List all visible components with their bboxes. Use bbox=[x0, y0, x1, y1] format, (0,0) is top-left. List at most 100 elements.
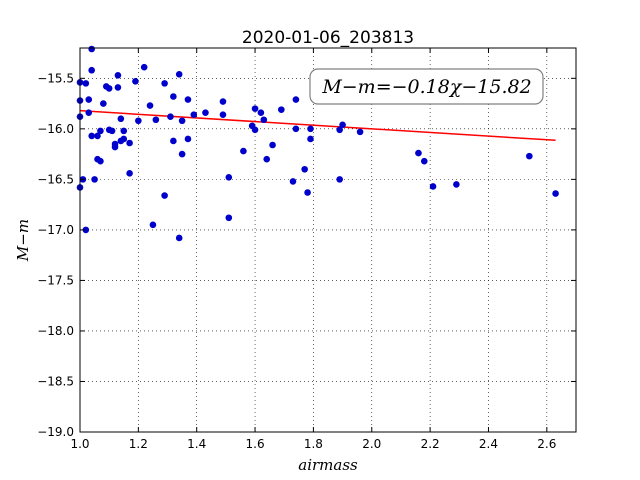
fit-line-group bbox=[79, 109, 556, 142]
y-tick-label: −18.0 bbox=[37, 324, 74, 338]
data-point bbox=[152, 116, 160, 124]
chart-title: 2020-01-06_203813 bbox=[242, 28, 414, 48]
data-point bbox=[178, 117, 186, 125]
fit-line bbox=[79, 109, 556, 142]
x-tick-label: 2.4 bbox=[479, 437, 498, 451]
y-tick-labels: −15.5 −16.0 −16.5 −17.0 −17.5 −18.0 −18.5 −19.0 bbox=[37, 71, 74, 439]
data-point bbox=[82, 226, 90, 234]
annotation-box bbox=[309, 68, 544, 105]
data-point bbox=[170, 137, 177, 145]
y-tick-label: −17.5 bbox=[37, 273, 74, 287]
data-point bbox=[202, 109, 209, 116]
data-point bbox=[111, 143, 119, 151]
x-tick-label: 1.0 bbox=[70, 437, 89, 451]
x-tick-labels: 1.0 1.2 1.4 1.6 1.8 2.0 2.2 2.4 2.6 bbox=[70, 437, 556, 451]
x-tick-label: 2.0 bbox=[362, 437, 381, 451]
data-point bbox=[240, 147, 247, 155]
data-point bbox=[301, 165, 308, 173]
y-axis-label: M−m bbox=[14, 219, 32, 262]
data-point bbox=[292, 96, 300, 103]
data-point bbox=[170, 93, 177, 100]
data-point bbox=[105, 85, 113, 92]
x-tick-label: 1.4 bbox=[187, 437, 206, 451]
data-point bbox=[552, 190, 559, 197]
annotation-text: M−m=−0.18χ−15.82 bbox=[321, 76, 531, 98]
data-point bbox=[88, 45, 95, 53]
data-point bbox=[85, 109, 93, 116]
x-axis-label: airmass bbox=[298, 456, 358, 474]
data-point bbox=[420, 157, 428, 165]
data-point bbox=[336, 126, 343, 134]
data-point bbox=[219, 98, 227, 105]
data-point bbox=[167, 113, 174, 121]
data-point bbox=[88, 66, 95, 74]
y-tick-label: −18.5 bbox=[37, 374, 74, 388]
data-point bbox=[356, 128, 364, 136]
x-tick-label: 1.2 bbox=[129, 437, 148, 451]
data-point bbox=[225, 174, 233, 181]
data-point bbox=[82, 80, 90, 87]
data-point bbox=[135, 117, 142, 125]
fit-annotation: M−m=−0.18χ−15.82 bbox=[309, 68, 544, 105]
data-point bbox=[114, 71, 122, 79]
data-point bbox=[269, 141, 276, 149]
data-point bbox=[429, 183, 437, 190]
data-point bbox=[175, 70, 183, 78]
data-point bbox=[97, 157, 104, 165]
x-tick-label: 1.6 bbox=[246, 437, 265, 451]
data-point bbox=[175, 234, 183, 242]
data-point bbox=[120, 135, 128, 143]
data-point bbox=[117, 115, 125, 123]
data-point bbox=[114, 84, 122, 91]
data-point bbox=[161, 192, 168, 199]
data-point bbox=[304, 189, 311, 196]
data-point bbox=[307, 135, 314, 143]
data-point bbox=[526, 152, 533, 160]
data-point bbox=[415, 149, 422, 157]
data-point bbox=[140, 63, 148, 71]
y-tick-label: −16.5 bbox=[37, 172, 74, 186]
data-point bbox=[190, 111, 198, 118]
y-tick-label: −15.5 bbox=[37, 71, 74, 85]
data-point bbox=[289, 178, 297, 185]
data-point bbox=[88, 132, 95, 140]
grid-lines bbox=[80, 48, 576, 432]
y-tick-label: −17.0 bbox=[37, 223, 74, 237]
data-point bbox=[263, 155, 271, 163]
data-point bbox=[178, 150, 186, 158]
y-tick-label: −16.0 bbox=[37, 122, 74, 136]
data-point bbox=[132, 78, 139, 85]
plot-frame bbox=[79, 47, 577, 433]
data-point bbox=[251, 126, 259, 134]
data-point bbox=[120, 127, 128, 135]
data-point bbox=[278, 106, 285, 113]
x-tick-label: 2.6 bbox=[537, 437, 556, 451]
data-point bbox=[292, 125, 300, 133]
data-point bbox=[219, 111, 227, 118]
data-point bbox=[251, 105, 259, 112]
data-point bbox=[91, 176, 98, 183]
data-point bbox=[149, 221, 157, 229]
data-point bbox=[184, 96, 192, 103]
data-point bbox=[307, 125, 314, 133]
data-point bbox=[184, 135, 192, 143]
x-tick-label: 2.2 bbox=[421, 437, 440, 451]
data-point bbox=[126, 139, 133, 147]
data-point bbox=[85, 96, 93, 103]
data-point bbox=[94, 132, 101, 140]
data-point bbox=[225, 214, 233, 222]
data-point bbox=[257, 109, 265, 116]
data-point bbox=[161, 80, 168, 87]
data-point bbox=[336, 176, 343, 183]
data-point bbox=[146, 102, 154, 109]
axis-ticks bbox=[79, 48, 576, 433]
data-point bbox=[260, 116, 268, 124]
data-point bbox=[126, 170, 133, 177]
data-point bbox=[97, 127, 104, 135]
data-points bbox=[76, 45, 559, 242]
y-tick-label: −19.0 bbox=[37, 425, 74, 439]
data-point bbox=[108, 127, 116, 135]
data-point bbox=[100, 100, 107, 107]
data-point bbox=[453, 181, 460, 188]
